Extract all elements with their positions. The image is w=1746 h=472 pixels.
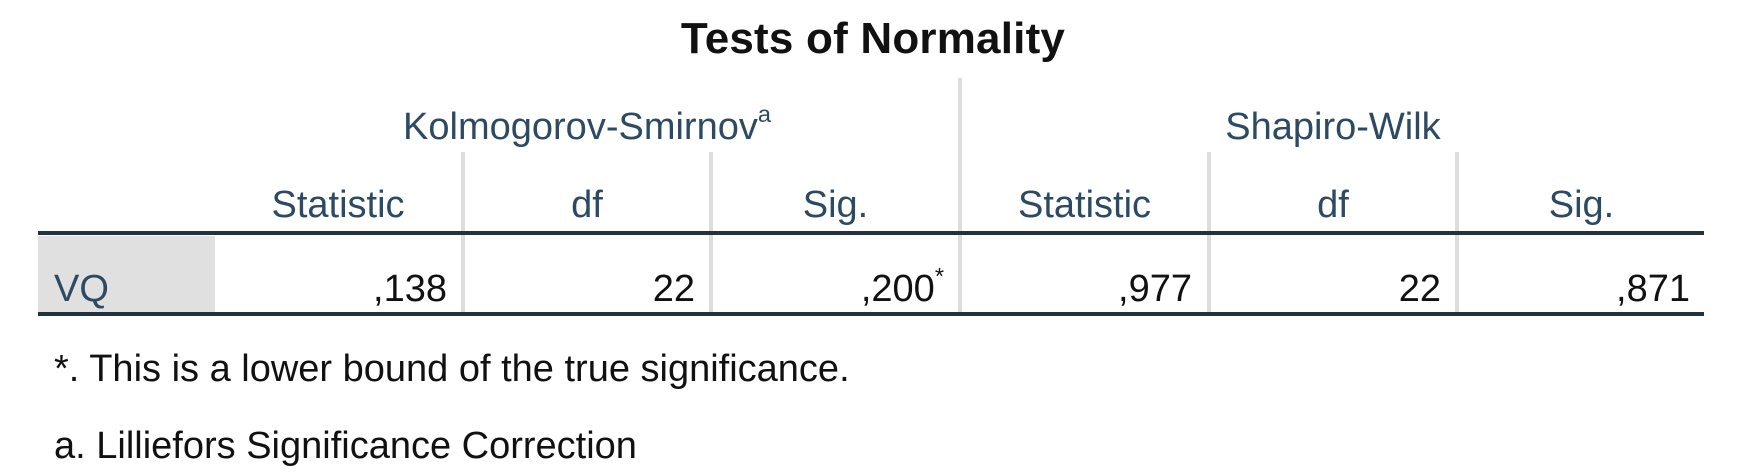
group-divider [958, 78, 962, 312]
footnote-marker: a [757, 101, 771, 128]
column-header-df: df [571, 184, 603, 226]
cell-value: 22 [652, 268, 695, 310]
column-header-statistic: Statistic [1017, 184, 1152, 226]
table-title: Tests of Normality [680, 14, 1066, 63]
column-header-statistic: Statistic [271, 184, 405, 226]
column-header-sig: Sig. [1548, 184, 1615, 226]
cell-value: ,977 [1118, 268, 1192, 310]
cell-value: ,871 [1616, 268, 1690, 310]
group-header-kolmogorov-smirnov: Kolmogorov-Smirnova [215, 102, 959, 148]
cell-value: 22 [1398, 268, 1441, 310]
footnote-lower-bound: *. This is a lower bound of the true sig… [54, 348, 850, 390]
table-cell: 22 [465, 270, 695, 308]
row-label: VQ [54, 268, 109, 310]
footnote-lilliefors: a. Lilliefors Significance Correction [54, 425, 637, 467]
bottom-rule [38, 312, 1704, 316]
group-header-shapiro-wilk: Shapiro-Wilk [962, 108, 1704, 146]
group-header-label: Shapiro-Wilk [1225, 106, 1441, 148]
footnote-marker: * [934, 263, 944, 290]
cell-value: ,200 [860, 268, 935, 310]
row-label-background [38, 236, 215, 312]
table-cell: ,138 [215, 270, 447, 308]
table-cell: ,200* [713, 264, 944, 310]
group-header-label: Kolmogorov-Smirnov [403, 106, 758, 148]
table-cell: ,871 [1459, 270, 1690, 308]
column-header-sig: Sig. [802, 184, 869, 226]
table-cell: 22 [1211, 270, 1441, 308]
table-cell: ,977 [962, 270, 1192, 308]
header-rule [38, 231, 1704, 235]
cell-value: ,138 [373, 268, 447, 310]
column-header-df: df [1317, 184, 1349, 226]
